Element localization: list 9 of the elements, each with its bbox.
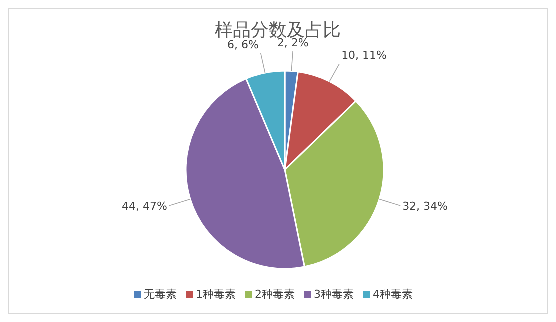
legend-label: 2种毒素 <box>255 288 295 301</box>
data-label: 10, 11% <box>342 49 388 62</box>
legend-label: 3种毒素 <box>314 288 354 301</box>
legend-label: 4种毒素 <box>373 288 413 301</box>
legend-label: 无毒素 <box>144 288 177 301</box>
data-label: 32, 34% <box>402 200 448 213</box>
data-label: 6, 6% <box>227 38 259 52</box>
legend-label: 1种毒素 <box>196 288 236 301</box>
data-label: 44, 47% <box>122 200 168 213</box>
